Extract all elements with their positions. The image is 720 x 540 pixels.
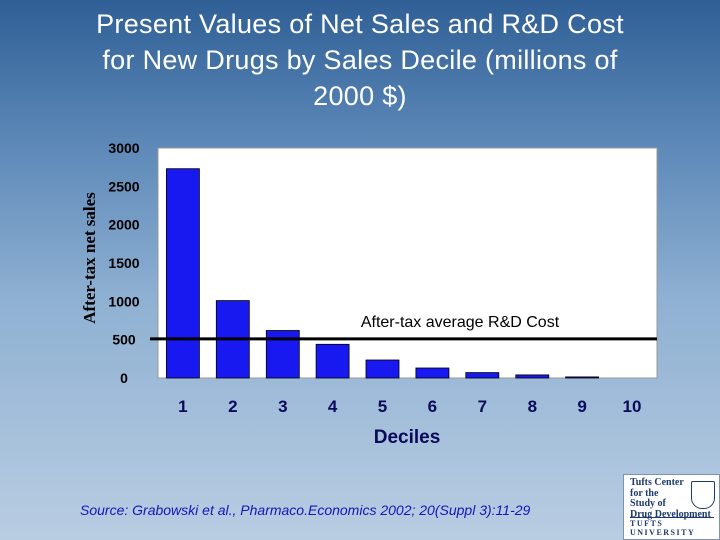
- y-tick-label-0: 0: [120, 370, 128, 386]
- x-tick-label-5: 5: [378, 397, 387, 416]
- bar-8: [515, 374, 550, 379]
- y-axis-label: After-tax net sales: [80, 192, 99, 324]
- y-tick-label-500: 500: [112, 332, 136, 348]
- bar-5: [365, 359, 400, 379]
- x-tick-label-2: 2: [228, 397, 237, 416]
- logo-line-4: Drug Development: [630, 508, 711, 520]
- rd-cost-label: After-tax average R&D Cost: [361, 314, 560, 331]
- title-line-3: 2000 $): [313, 81, 407, 111]
- slide-title: Present Values of Net Sales and R&D Cost…: [20, 6, 700, 114]
- y-tick-label-1000: 1000: [108, 293, 139, 309]
- bar-7: [465, 372, 500, 379]
- logo-line-2: for the: [630, 487, 659, 499]
- bar-1: [165, 168, 200, 379]
- bar-6: [415, 367, 450, 379]
- x-tick-label-3: 3: [278, 397, 287, 416]
- seal-icon: [691, 481, 715, 509]
- x-tick-label-4: 4: [328, 397, 338, 416]
- x-tick-label-1: 1: [178, 397, 187, 416]
- bar-4: [315, 343, 350, 379]
- logo-line-1: Tufts Center: [630, 477, 684, 488]
- y-tick-label-2000: 2000: [108, 217, 139, 233]
- x-axis-label: Deciles: [374, 427, 441, 448]
- title-line-1: Present Values of Net Sales and R&D Cost: [96, 9, 624, 39]
- y-tick-label-2500: 2500: [108, 178, 139, 194]
- title-line-2: for New Drugs by Sales Decile (millions …: [102, 45, 618, 75]
- x-tick-label-7: 7: [478, 397, 487, 416]
- x-tick-label-9: 9: [577, 397, 586, 416]
- x-tick-label-10: 10: [623, 397, 642, 416]
- y-tick-label-3000: 3000: [108, 140, 139, 156]
- x-tick-label-6: 6: [428, 397, 437, 416]
- bar-9: [565, 376, 599, 379]
- logo-line-3: Study of: [630, 498, 666, 509]
- logo-university: TUFTS UNIVERSITY: [630, 517, 714, 537]
- source-citation: Source: Grabowski et al., Pharmaco.Econo…: [80, 502, 531, 518]
- y-tick-label-1500: 1500: [108, 255, 139, 271]
- x-tick-label-8: 8: [528, 397, 537, 416]
- tufts-logo: Tufts Center for the Study of Drug Devel…: [623, 474, 720, 540]
